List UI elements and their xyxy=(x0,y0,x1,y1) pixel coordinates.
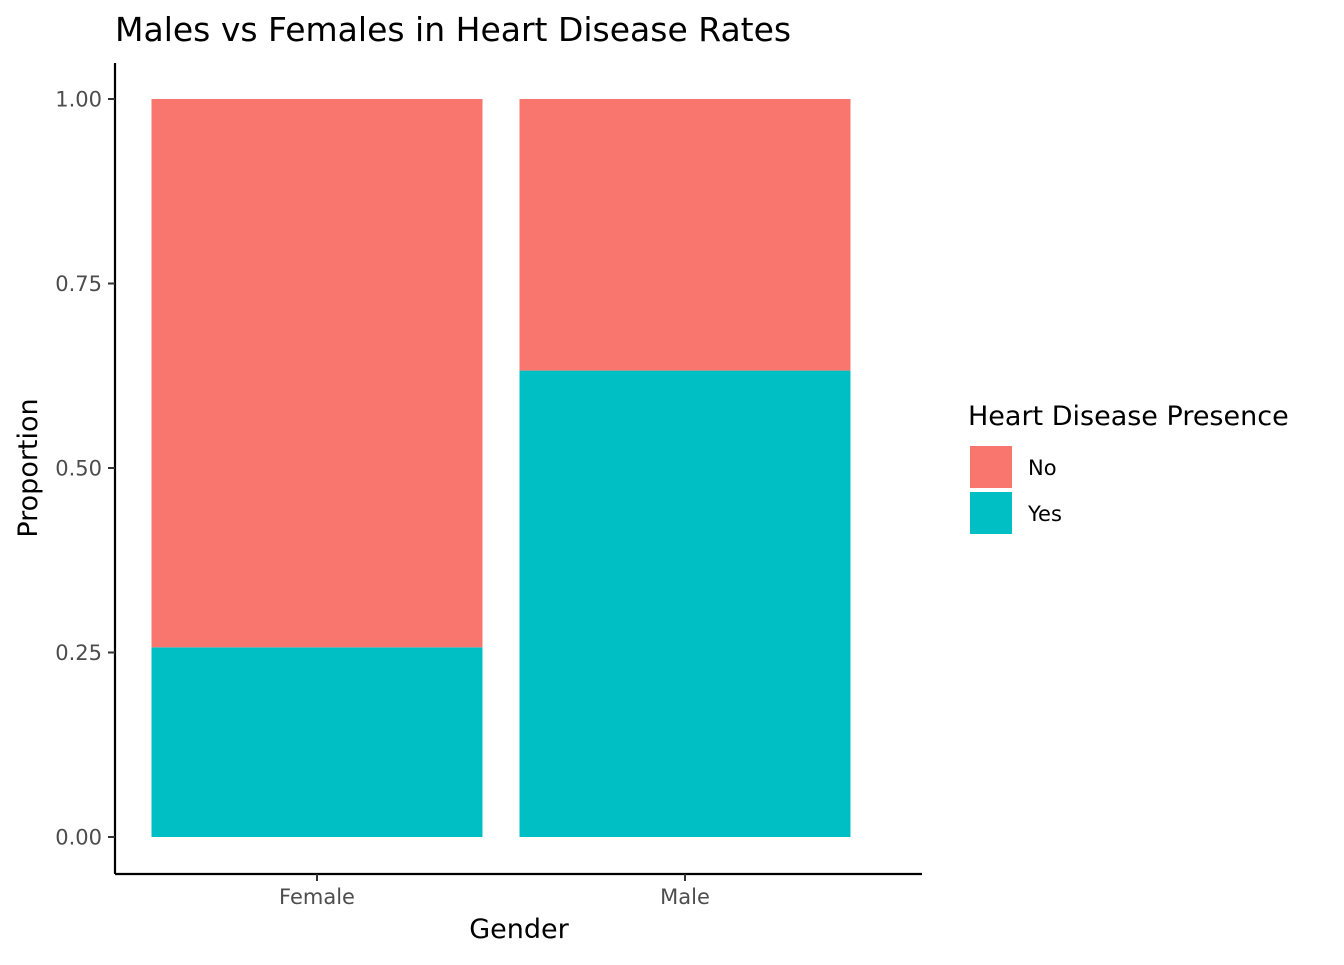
bar-female-yes xyxy=(151,647,483,837)
bars-group xyxy=(151,99,851,837)
x-axis-title: Gender xyxy=(469,914,569,945)
bar-male-no xyxy=(519,99,851,371)
legend-items: No Yes xyxy=(970,446,1062,534)
y-axis-title: Proportion xyxy=(13,398,44,537)
y-tick-label: 0.75 xyxy=(55,272,102,296)
y-axis: 0.00 0.25 0.50 0.75 1.00 xyxy=(55,63,117,874)
legend-title: Heart Disease Presence xyxy=(968,401,1289,432)
x-tick-label-male: Male xyxy=(660,885,710,909)
x-tick-label-female: Female xyxy=(279,885,355,909)
y-tick-label: 0.00 xyxy=(55,826,102,850)
y-tick-label: 1.00 xyxy=(55,88,102,112)
bar-male-yes xyxy=(519,370,851,837)
chart-title: Males vs Females in Heart Disease Rates xyxy=(115,10,791,49)
legend-label-yes: Yes xyxy=(1027,502,1062,526)
x-axis: Female Male xyxy=(115,872,922,909)
legend-key-yes xyxy=(970,492,1012,534)
y-tick-label: 0.25 xyxy=(55,641,102,665)
legend: Heart Disease Presence No Yes xyxy=(968,401,1289,534)
legend-key-no xyxy=(970,446,1012,488)
bar-female-no xyxy=(151,99,483,648)
legend-label-no: No xyxy=(1028,456,1057,480)
y-tick-label: 0.50 xyxy=(55,457,102,481)
